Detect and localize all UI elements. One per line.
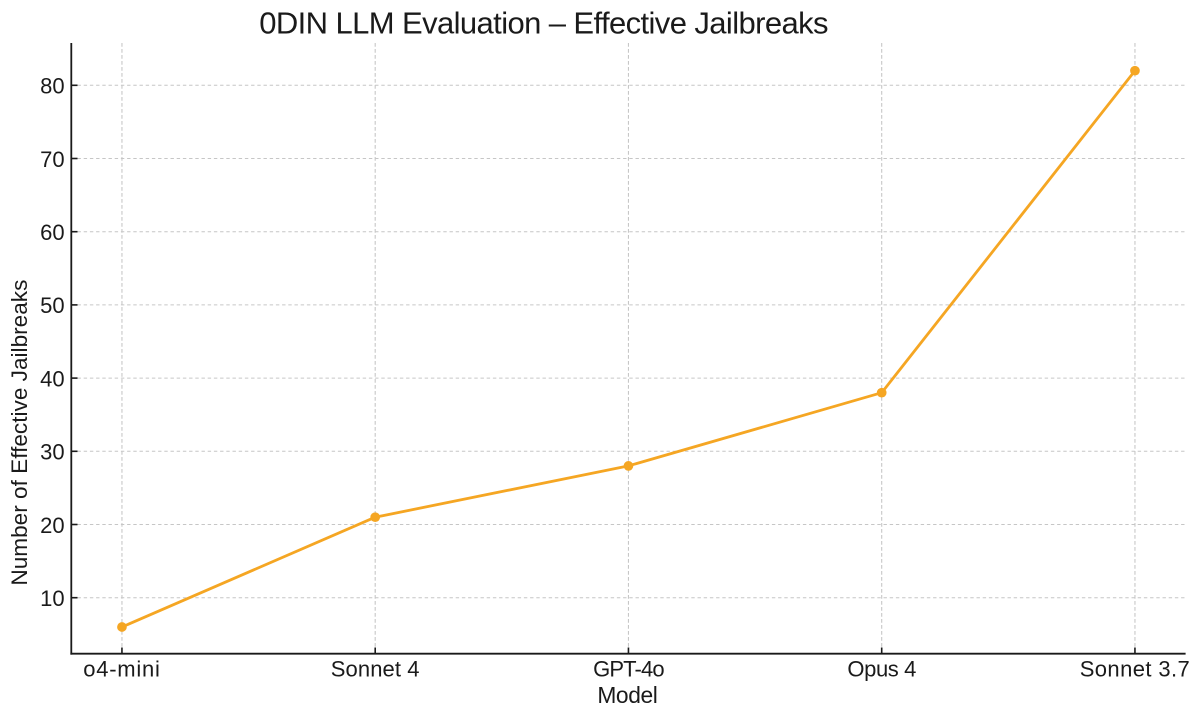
svg-text:20: 20 — [40, 513, 64, 538]
svg-text:70: 70 — [40, 147, 64, 172]
svg-text:o4-mini: o4-mini — [83, 656, 160, 681]
svg-text:GPT-4o: GPT-4o — [593, 656, 664, 681]
svg-text:Model: Model — [597, 682, 657, 708]
svg-text:50: 50 — [40, 293, 64, 318]
svg-text:Sonnet 4: Sonnet 4 — [331, 656, 420, 681]
svg-text:10: 10 — [40, 586, 64, 611]
svg-text:80: 80 — [40, 74, 64, 99]
svg-text:30: 30 — [40, 440, 64, 465]
svg-text:Number of Effective Jailbreaks: Number of Effective Jailbreaks — [7, 280, 32, 586]
svg-text:Opus 4: Opus 4 — [847, 656, 916, 681]
svg-text:0DIN LLM Evaluation – Effectiv: 0DIN LLM Evaluation – Effective Jailbrea… — [259, 6, 828, 41]
svg-text:Sonnet 3.7: Sonnet 3.7 — [1080, 656, 1190, 681]
svg-text:60: 60 — [40, 220, 64, 245]
svg-text:40: 40 — [40, 366, 64, 391]
